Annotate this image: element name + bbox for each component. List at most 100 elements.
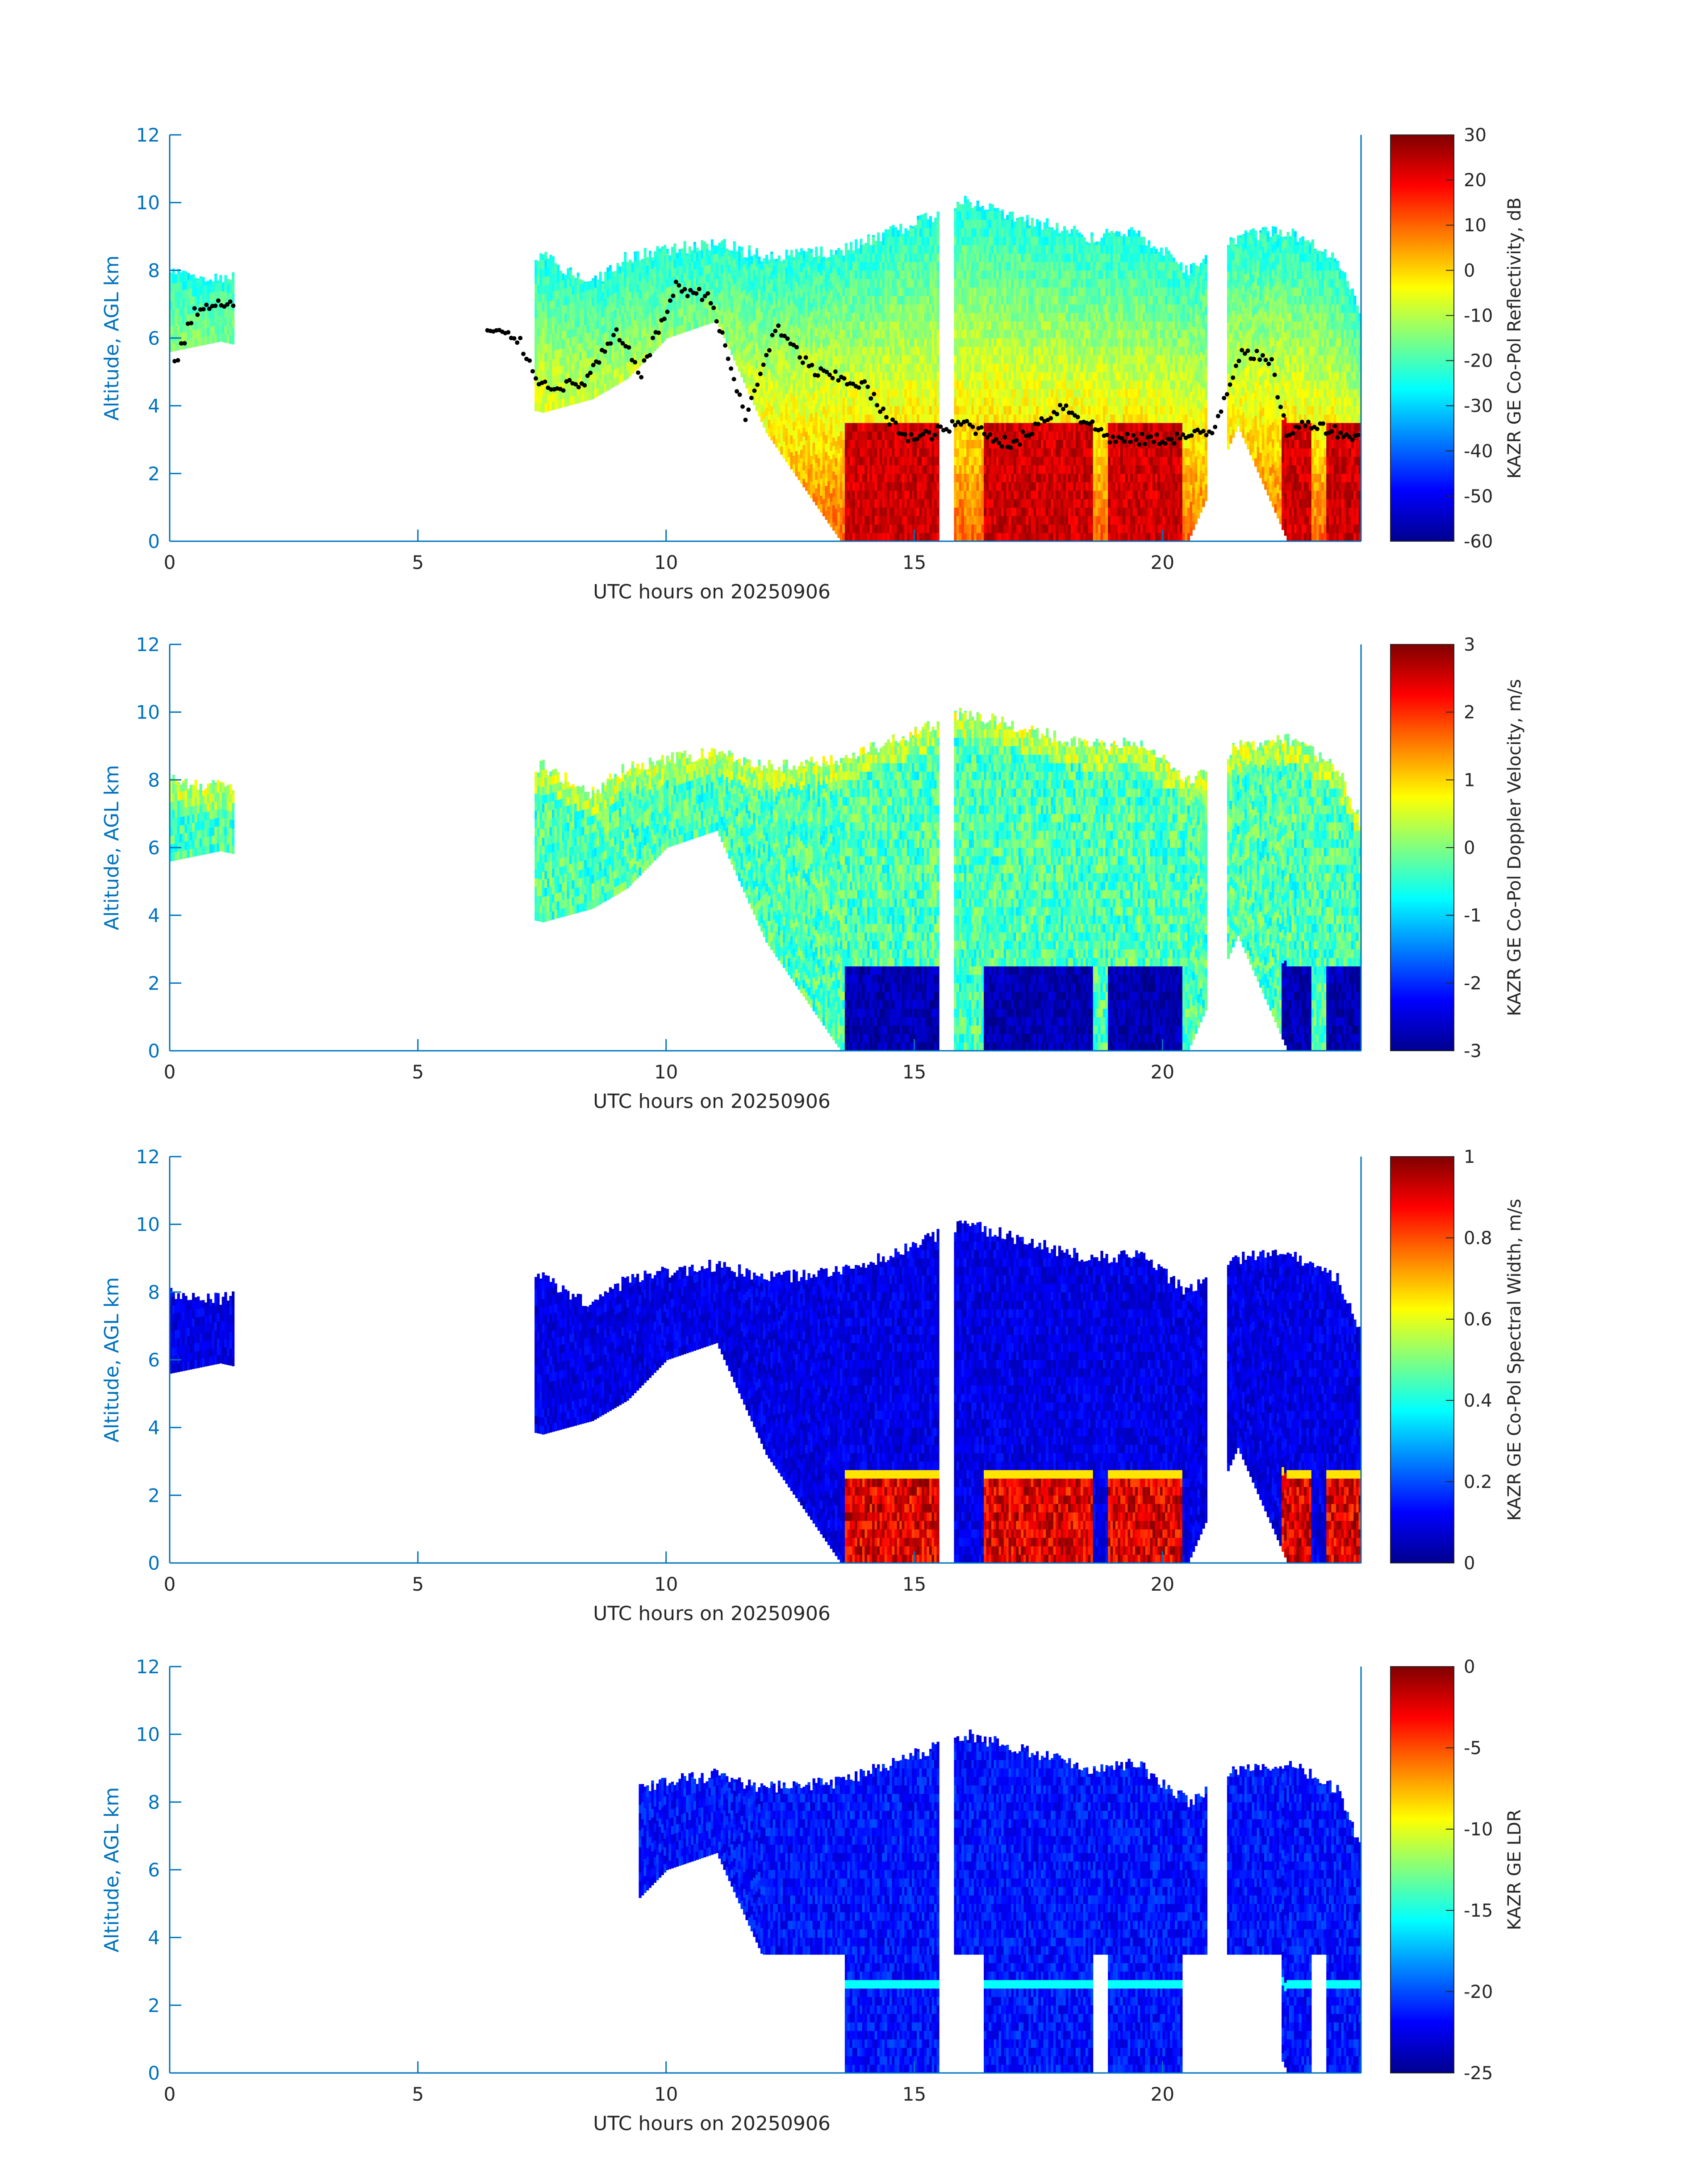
heatmap-cell xyxy=(855,406,857,415)
heatmap-cell xyxy=(763,376,765,385)
heatmap-cell xyxy=(867,448,870,457)
heatmap-cell xyxy=(855,431,857,440)
heatmap-cell xyxy=(793,371,795,380)
heatmap-cell xyxy=(966,507,969,516)
heatmap-cell xyxy=(795,264,798,273)
heatmap-cell xyxy=(999,490,1002,499)
heatmap-cell xyxy=(567,304,569,313)
heatmap-cell xyxy=(934,330,937,338)
heatmap-cell xyxy=(850,456,852,465)
heatmap-cell xyxy=(830,476,833,485)
heatmap-cell xyxy=(547,352,550,361)
heatmap-cell xyxy=(889,279,892,288)
heatmap-cell xyxy=(924,524,927,533)
heatmap-cell xyxy=(959,313,962,322)
heatmap-cell xyxy=(182,273,185,282)
heatmap-cell xyxy=(899,262,902,271)
heatmap-cell xyxy=(840,406,843,415)
heatmap-cell xyxy=(200,320,202,329)
heatmap-cell xyxy=(969,355,972,364)
heatmap-cell xyxy=(798,455,800,464)
heatmap-cell xyxy=(904,524,907,533)
heatmap-cell xyxy=(889,321,892,330)
heatmap-cell xyxy=(549,284,552,292)
heatmap-cell xyxy=(977,253,979,262)
heatmap-cell xyxy=(979,207,981,212)
heatmap-cell xyxy=(1019,253,1021,262)
heatmap-cell xyxy=(1014,448,1016,457)
heatmap-cell xyxy=(815,302,818,311)
heatmap-cell xyxy=(798,252,800,260)
heatmap-cell xyxy=(175,300,177,309)
heatmap-cell xyxy=(887,440,889,449)
heatmap-cell xyxy=(175,308,177,317)
heatmap-cell xyxy=(991,516,994,525)
heatmap-cell xyxy=(880,389,882,398)
heatmap-cell xyxy=(1023,380,1026,389)
heatmap-cell xyxy=(964,220,967,229)
heatmap-cell xyxy=(959,406,962,415)
heatmap-cell xyxy=(765,272,768,281)
heatmap-cell xyxy=(902,313,905,322)
heatmap-cell xyxy=(989,389,991,398)
heatmap-cell xyxy=(634,261,636,270)
heatmap-cell xyxy=(845,243,848,246)
heatmap-cell xyxy=(855,347,857,355)
heatmap-cell xyxy=(830,485,833,493)
heatmap-cell xyxy=(867,338,870,347)
heatmap-cell xyxy=(899,245,902,254)
heatmap-cell xyxy=(850,389,852,398)
heatmap-cell xyxy=(889,228,892,237)
heatmap-cell xyxy=(954,533,956,542)
heatmap-cell xyxy=(847,338,850,347)
heatmap-cell xyxy=(837,334,840,343)
heatmap-cell xyxy=(197,295,200,304)
heatmap-cell xyxy=(758,281,760,290)
heatmap-cell xyxy=(899,406,902,415)
heatmap-cell xyxy=(969,516,972,525)
heatmap-cell xyxy=(867,330,870,338)
heatmap-cell xyxy=(785,318,788,327)
heatmap-cell xyxy=(562,365,564,374)
heatmap-cell xyxy=(927,304,929,313)
heatmap-cell xyxy=(564,347,567,356)
heatmap-cell xyxy=(934,389,937,398)
heatmap-cell xyxy=(842,406,845,415)
heatmap-cell xyxy=(909,516,912,525)
heatmap-cell xyxy=(902,533,905,542)
heatmap-cell xyxy=(964,203,967,212)
heatmap-cell xyxy=(768,411,771,420)
heatmap-cell xyxy=(609,330,612,338)
heatmap-cell xyxy=(1016,304,1019,313)
heatmap-cell xyxy=(981,440,984,449)
heatmap-cell xyxy=(622,272,624,280)
heatmap-cell xyxy=(686,255,689,264)
heatmap-cell xyxy=(788,364,790,373)
heatmap-cell xyxy=(986,473,989,482)
heatmap-cell xyxy=(912,414,915,423)
heatmap-cell xyxy=(864,270,867,279)
heatmap-cell xyxy=(964,380,967,389)
heatmap-cell xyxy=(698,310,701,319)
heatmap-cell xyxy=(969,473,972,482)
heatmap-cell xyxy=(989,507,991,516)
heatmap-cell xyxy=(882,431,885,440)
heatmap-cell xyxy=(981,270,984,279)
heatmap-cell xyxy=(1006,279,1009,288)
heatmap-cell xyxy=(927,219,929,220)
heatmap-cell xyxy=(974,389,977,398)
heatmap-cell xyxy=(693,253,696,262)
heatmap-cell xyxy=(175,342,177,351)
heatmap-cell xyxy=(1004,490,1006,499)
heatmap-cell xyxy=(790,452,793,461)
heatmap-cell xyxy=(172,309,175,318)
heatmap-cell xyxy=(862,507,865,516)
heatmap-cell xyxy=(825,409,827,418)
heatmap-cell xyxy=(934,499,937,508)
heatmap-cell xyxy=(977,364,979,372)
heatmap-cell xyxy=(785,326,788,335)
heatmap-cell xyxy=(701,240,704,242)
heatmap-cell xyxy=(1016,465,1019,474)
heatmap-cell xyxy=(855,473,857,482)
heatmap-cell xyxy=(966,220,969,229)
